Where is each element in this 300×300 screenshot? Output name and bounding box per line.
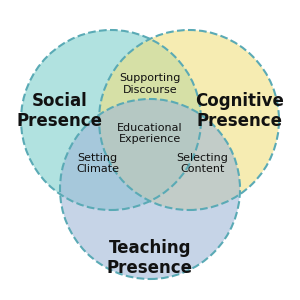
Text: Social
Presence: Social Presence bbox=[17, 92, 103, 130]
Text: Educational
Experience: Educational Experience bbox=[117, 123, 183, 144]
Circle shape bbox=[60, 99, 240, 279]
Circle shape bbox=[99, 30, 279, 210]
Text: Setting
Climate: Setting Climate bbox=[76, 153, 119, 174]
Circle shape bbox=[21, 30, 201, 210]
Text: Cognitive
Presence: Cognitive Presence bbox=[196, 92, 284, 130]
Text: Teaching
Presence: Teaching Presence bbox=[107, 238, 193, 278]
Text: Selecting
Content: Selecting Content bbox=[177, 153, 228, 174]
Text: Supporting
Discourse: Supporting Discourse bbox=[119, 73, 181, 95]
